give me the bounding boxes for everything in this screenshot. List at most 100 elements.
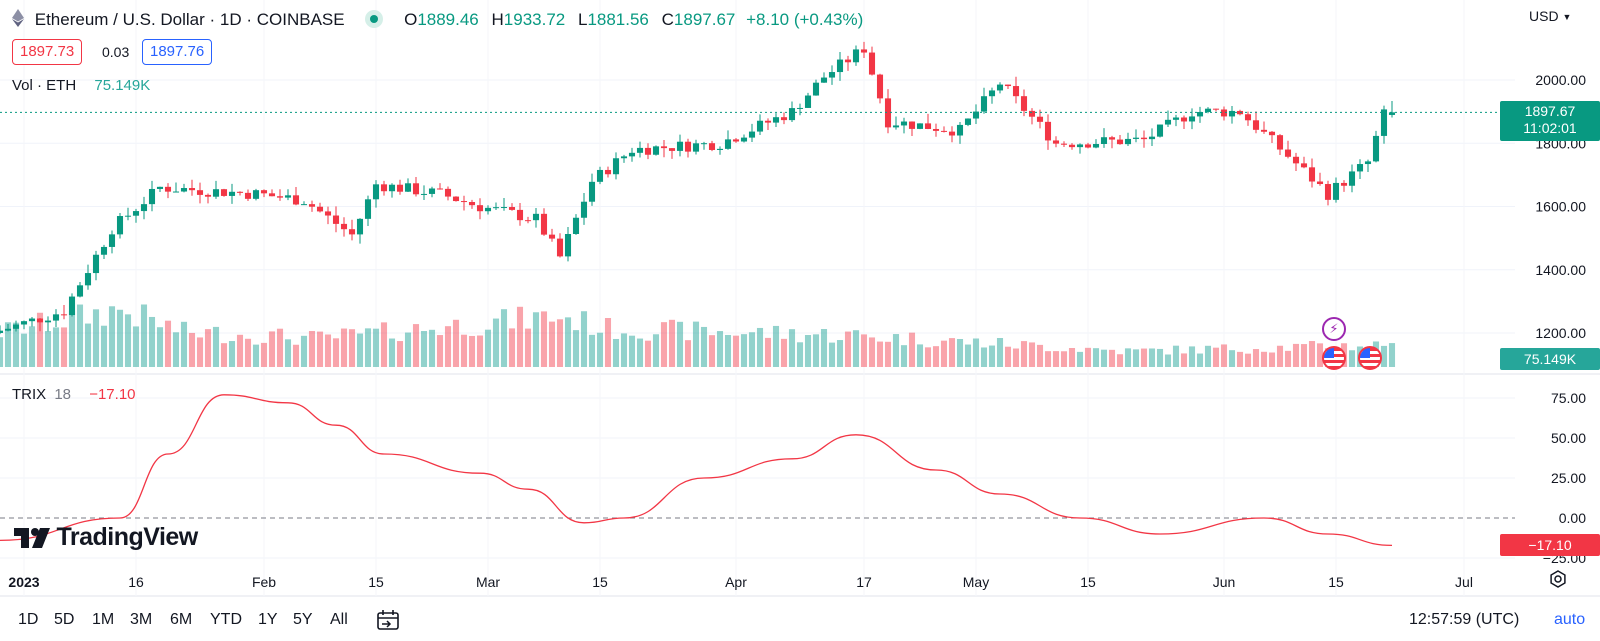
volume-bar: [348, 329, 356, 367]
ethereum-icon: [12, 9, 24, 32]
candle-body: [140, 204, 148, 212]
candle-body: [132, 211, 140, 216]
volume-bar: [1244, 353, 1252, 367]
volume-bar: [700, 326, 708, 367]
volume-bar: [1036, 344, 1044, 367]
market-open-dot: [365, 10, 384, 28]
volume-bar: [404, 332, 412, 367]
tradingview-logo-icon: [14, 528, 52, 553]
candle-body: [324, 211, 332, 216]
volume-bar: [396, 341, 404, 367]
range-button-all[interactable]: All: [330, 611, 348, 628]
price-tick-label: 1200.00: [1535, 325, 1586, 341]
close-value: 1897.67: [673, 10, 736, 29]
last-price-value: 1897.67: [1524, 103, 1576, 119]
volume-bar: [988, 345, 996, 367]
chevron-down-icon: ▼: [1562, 12, 1572, 22]
volume-bar: [1212, 347, 1220, 367]
candle-body: [156, 186, 164, 189]
range-button-ytd[interactable]: YTD: [210, 611, 242, 628]
volume-bar: [332, 338, 340, 367]
trix-legend[interactable]: TRIX 18 −17.10: [12, 386, 136, 403]
candle-body: [700, 143, 708, 145]
us-flag-event-icon[interactable]: [1322, 346, 1346, 370]
candle-body: [1380, 109, 1388, 136]
utc-clock[interactable]: 12:57:59 (UTC): [1409, 611, 1520, 628]
volume-bar: [948, 338, 956, 367]
volume-bar: [140, 304, 148, 367]
lightning-event-icon[interactable]: ⚡: [1322, 317, 1346, 341]
volume-bar: [1252, 349, 1260, 367]
candle-body: [0, 330, 4, 333]
sell-button[interactable]: 1897.73: [12, 39, 83, 65]
volume-bar: [996, 338, 1004, 367]
candle-body: [396, 184, 404, 192]
spread-value: 0.03: [102, 44, 130, 60]
candle-body: [628, 152, 636, 157]
chart-settings-icon[interactable]: [1549, 570, 1567, 593]
volume-bar: [316, 331, 324, 367]
candle-body: [1292, 156, 1300, 164]
volume-bar: [1164, 354, 1172, 367]
time-tick-label: Feb: [252, 574, 276, 590]
range-button-6m[interactable]: 6M: [170, 611, 193, 628]
volume-bar: [116, 309, 124, 367]
volume-bar: [356, 333, 364, 367]
volume-legend[interactable]: Vol · ETH 75.149K: [12, 77, 150, 94]
candle-body: [188, 188, 196, 191]
candle-body: [276, 196, 284, 198]
candle-body: [596, 169, 604, 182]
volume-bar: [532, 312, 540, 367]
candle-body: [28, 318, 36, 322]
time-tick-label: 15: [368, 574, 384, 590]
buy-button[interactable]: 1897.76: [142, 39, 213, 65]
candle-body: [436, 188, 444, 190]
volume-bar: [1076, 351, 1084, 367]
volume-bar: [324, 334, 332, 367]
price-tick-label: 1600.00: [1535, 199, 1586, 215]
volume-bar: [508, 328, 516, 367]
open-key: O: [404, 10, 418, 29]
range-button-5d[interactable]: 5D: [54, 611, 75, 628]
candle-body: [844, 59, 852, 63]
range-button-1y[interactable]: 1Y: [258, 611, 278, 628]
tradingview-watermark[interactable]: TradingView: [14, 523, 198, 553]
candle-body: [212, 189, 220, 197]
volume-bar: [1012, 348, 1020, 367]
range-button-1d[interactable]: 1D: [18, 611, 39, 628]
symbol-legend[interactable]: Ethereum / U.S. Dollar · 1D · COINBASE O…: [12, 9, 863, 32]
candle-body: [372, 184, 380, 200]
candle-body: [52, 314, 60, 321]
volume-bar: [188, 332, 196, 367]
candle-body: [380, 184, 388, 192]
volume-label: Vol · ETH: [12, 77, 77, 94]
volume-bar: [20, 333, 28, 367]
candle-body: [1260, 129, 1268, 132]
volume-bar: [1044, 351, 1052, 367]
volume-bar: [804, 335, 812, 367]
volume-bar: [780, 338, 788, 367]
currency-select[interactable]: USD ▼: [1529, 8, 1571, 24]
candle-body: [412, 183, 420, 195]
low-key: L: [577, 10, 588, 29]
volume-bar: [1052, 351, 1060, 367]
volume-bar: [228, 341, 236, 367]
volume-bar: [820, 329, 828, 367]
candle-body: [1036, 116, 1044, 122]
us-flag-event-icon-2[interactable]: [1358, 346, 1382, 370]
auto-scale-button[interactable]: auto: [1554, 611, 1586, 628]
volume-bar: [1196, 353, 1204, 367]
range-button-5y[interactable]: 5Y: [293, 611, 313, 628]
volume-bar: [164, 320, 172, 367]
range-button-3m[interactable]: 3M: [130, 611, 153, 628]
volume-bar: [28, 326, 36, 367]
goto-date-icon[interactable]: [376, 609, 400, 636]
candle-body: [828, 72, 836, 78]
volume-bar: [748, 332, 756, 367]
range-button-1m[interactable]: 1M: [92, 611, 115, 628]
volume-bar: [60, 327, 68, 367]
candle-body: [1372, 135, 1380, 162]
volume-bar: [12, 322, 20, 367]
close-key: C: [661, 10, 674, 29]
